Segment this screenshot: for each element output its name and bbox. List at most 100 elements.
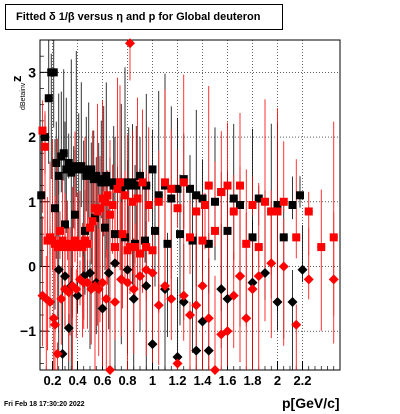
data-point-square [198,236,207,245]
data-point-diamond [153,300,164,311]
data-point-diamond [56,293,67,304]
data-point-square [248,233,257,242]
data-point-diamond [71,284,82,295]
data-point-diamond [241,313,252,324]
data-point-diamond [60,271,70,282]
data-point-diamond [122,277,133,288]
data-point-diamond [228,290,239,301]
tick-labels: 0.2 0.4 0.6 0.8 1 1.2 1.4 1.6 1.8 2 2.2 −1 0 1 2 3 [20,64,312,388]
data-point-diamond [45,297,55,308]
data-point-diamond [172,358,183,369]
data-point-diamond [82,277,93,288]
data-point-diamond [178,297,189,308]
data-point-diamond [247,277,258,288]
data-point-diamond [235,271,245,282]
data-point-diamond [166,293,177,304]
data-point-square [138,178,147,187]
data-point-square [161,178,169,187]
data-point-diamond [247,284,258,295]
data-point-square [192,207,201,216]
data-point-diamond [291,319,302,330]
data-point-square [81,226,89,235]
data-point-square [173,204,182,213]
data-point-square [101,223,109,232]
data-point-diamond [48,313,59,324]
data-point-square [229,194,238,203]
data-point-square [56,226,64,235]
data-point-square [52,158,61,167]
data-point-square [223,226,232,235]
data-point-square [163,239,172,248]
data-point-square [136,249,144,258]
y-tick-label: 3 [28,64,36,80]
data-point-square [273,201,282,209]
data-point-square [144,201,153,209]
data-point-square [41,133,49,142]
data-point-square [242,239,251,248]
data-point-square [204,181,213,190]
data-point-square [64,158,73,167]
data-point-square [128,197,137,206]
data-point-diamond [63,287,74,298]
x-tick-label: 0.4 [68,373,87,388]
data-point-square [304,207,313,216]
data-point-square [151,226,159,235]
data-point-diamond [191,300,202,311]
data-point-diamond [160,280,170,291]
data-point-square [142,243,151,252]
data-point-diamond [97,303,108,314]
data-point-diamond [303,274,314,285]
data-point-square [61,220,69,229]
data-point-square [41,142,49,151]
data-point-square [126,243,134,252]
data-point-square [329,233,338,242]
data-point-square [186,233,194,242]
data-point-square [148,165,157,174]
data-point-square [236,181,244,190]
data-point-square [102,171,111,180]
data-point-square [167,194,176,203]
data-point-diamond [297,264,308,275]
data-point-square [38,126,47,135]
data-point-square [267,207,276,216]
data-point-square [83,239,92,248]
data-point-square [148,246,157,255]
data-point-diamond [103,267,114,278]
data-point-square [254,243,263,252]
data-point-square [288,201,297,209]
data-point-square [279,197,288,206]
data-point-square [179,178,188,187]
data-point-square [211,226,219,235]
data-point-square [88,217,97,226]
data-point-square [71,210,79,219]
y-tick-label: 1 [28,194,36,210]
data-point-diamond [253,271,264,282]
data-point-diamond [50,319,60,330]
data-point-diamond [210,365,220,375]
data-point-square [54,171,63,180]
y-tick-label: 0 [28,258,36,274]
data-point-square [317,243,326,252]
y-tick-label: 2 [28,129,36,145]
data-point-diamond [203,313,214,324]
data-point-square [58,236,67,245]
data-point-square [106,210,114,219]
data-point-diamond [287,297,298,308]
data-point-square [217,188,226,197]
data-point-diamond [63,322,74,333]
data-point-square [59,149,68,158]
data-point-square [211,197,219,206]
data-point-square [101,197,109,206]
data-point-diamond [125,38,135,49]
data-point-square [273,207,282,216]
data-point-diamond [141,280,152,291]
data-point-square [176,230,184,239]
data-point-square [136,171,144,180]
data-point-diamond [122,264,133,275]
data-point-square [113,184,122,193]
data-point-square [248,201,257,209]
data-point-square [154,191,163,200]
data-point-diamond [191,345,202,356]
data-point-diamond [72,290,83,301]
